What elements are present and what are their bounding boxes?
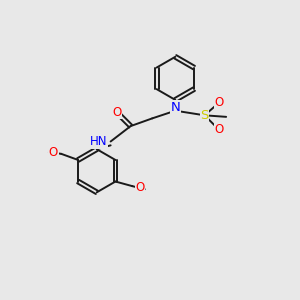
Text: O: O (214, 123, 224, 136)
Text: O: O (112, 106, 122, 119)
Text: O: O (49, 146, 58, 159)
Text: N: N (170, 101, 180, 114)
Text: HN: HN (90, 135, 108, 148)
Text: O: O (136, 181, 145, 194)
Text: O: O (214, 96, 224, 109)
Text: S: S (200, 109, 209, 122)
